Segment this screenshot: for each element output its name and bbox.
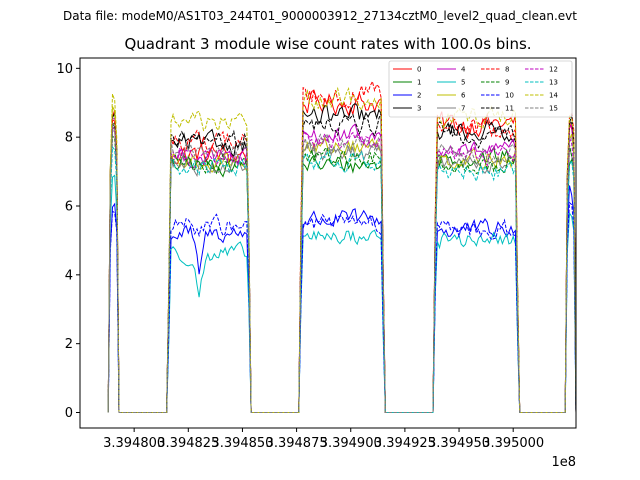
legend-label-13: 13 — [549, 79, 558, 87]
series-line-2 — [107, 185, 577, 413]
x-tick-label: 3.394875 — [266, 436, 328, 451]
y-tick-label: 2 — [65, 337, 73, 352]
legend-label-14: 14 — [549, 92, 558, 100]
x-offset-label: 1e8 — [551, 455, 576, 470]
x-axis: 3.3948003.3948253.3948503.3948753.394900… — [103, 428, 544, 451]
y-tick-label: 10 — [56, 62, 73, 77]
y-tick-label: 6 — [65, 200, 73, 215]
legend-label-3: 3 — [417, 105, 421, 113]
y-tick-label: 8 — [65, 131, 73, 146]
legend-label-7: 7 — [461, 105, 465, 113]
legend-label-10: 10 — [505, 92, 514, 100]
y-tick-label: 0 — [65, 406, 73, 421]
series-line-6 — [107, 106, 577, 413]
legend-label-6: 6 — [461, 92, 466, 100]
series-line-7 — [107, 130, 577, 413]
legend-label-9: 9 — [505, 79, 509, 87]
y-tick-label: 4 — [65, 268, 73, 283]
x-tick-label: 3.394850 — [211, 436, 273, 451]
legend-label-4: 4 — [461, 66, 466, 74]
x-tick-label: 3.395000 — [482, 436, 544, 451]
legend-label-5: 5 — [461, 79, 465, 87]
x-tick-label: 3.394900 — [320, 436, 382, 451]
axes-frame — [79, 57, 577, 429]
series-line-9 — [107, 134, 577, 413]
legend-label-1: 1 — [417, 79, 421, 87]
chart-suptitle: Data file: modeM0/AS1T03_244T01_90000039… — [63, 9, 577, 23]
x-tick-label: 3.394925 — [374, 436, 436, 451]
x-tick-label: 3.394950 — [428, 436, 490, 451]
series-line-13 — [107, 145, 577, 413]
series-line-10 — [107, 201, 577, 413]
series-line-15 — [107, 124, 577, 413]
series-line-12 — [107, 125, 577, 413]
series-line-14 — [107, 86, 577, 413]
legend-label-15: 15 — [549, 105, 558, 113]
series-line-11 — [107, 112, 577, 413]
legend-label-0: 0 — [417, 66, 421, 74]
series-line-5 — [107, 174, 577, 413]
legend-box — [388, 60, 573, 118]
legend-label-2: 2 — [417, 92, 421, 100]
series-line-4 — [107, 117, 577, 413]
x-tick-label: 3.394825 — [157, 436, 219, 451]
legend-label-12: 12 — [549, 66, 558, 74]
legend-label-11: 11 — [505, 105, 514, 113]
series-line-8 — [107, 80, 577, 413]
y-axis: 0 2 4 6 8 10 — [56, 62, 80, 421]
legend-label-8: 8 — [505, 66, 509, 74]
plot-lines — [107, 80, 577, 413]
chart-title: Quadrant 3 module wise count rates with … — [124, 35, 531, 53]
series-line-3 — [107, 102, 577, 413]
x-tick-label: 3.394800 — [103, 436, 165, 451]
